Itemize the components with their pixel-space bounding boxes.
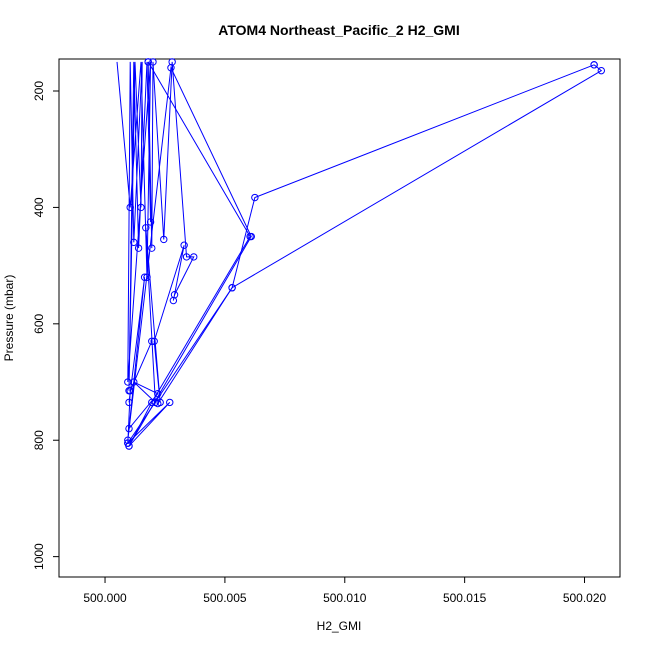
y-tick-label: 800 <box>32 430 46 450</box>
x-tick-label: 500.005 <box>203 591 247 605</box>
data-point <box>228 284 236 292</box>
x-tick-label: 500.015 <box>443 591 487 605</box>
data-point <box>597 66 605 75</box>
x-tick-label: 500.010 <box>323 591 367 605</box>
series-line <box>116 61 152 391</box>
y-tick-label: 200 <box>32 81 46 101</box>
data-point <box>251 193 259 202</box>
data-point <box>154 399 162 408</box>
y-axis: 200 400 600 800 1000 <box>32 81 59 570</box>
data-point <box>144 58 152 66</box>
x-axis: 500.000 500.005 500.010 500.015 500.020 <box>83 577 607 605</box>
data-point <box>160 235 168 244</box>
series-line <box>127 64 595 447</box>
series-line <box>127 61 252 447</box>
y-tick-label: 400 <box>32 197 46 217</box>
data-point <box>247 232 255 241</box>
y-axis-label: Pressure (mbar) <box>2 275 16 362</box>
data-point <box>190 253 198 261</box>
data-point <box>167 64 175 72</box>
x-tick-label: 500.000 <box>83 591 127 605</box>
data-point <box>142 224 150 232</box>
data-point <box>140 273 149 281</box>
series-line <box>128 61 195 431</box>
data-point <box>148 244 156 252</box>
series-5 <box>154 61 605 408</box>
data-point <box>150 337 158 345</box>
plot-frame <box>58 58 621 578</box>
data-point <box>166 398 174 407</box>
data-point <box>149 58 157 66</box>
data-point <box>126 387 134 395</box>
data-point <box>182 253 191 261</box>
data-point <box>180 241 188 249</box>
y-tick-label: 600 <box>32 313 46 333</box>
data-point <box>146 218 155 226</box>
y-tick-label: 1000 <box>32 543 46 570</box>
series-4 <box>124 61 598 450</box>
data-point <box>148 337 156 345</box>
series-1 <box>116 61 155 395</box>
data-point <box>126 203 134 212</box>
data-point <box>130 238 138 247</box>
series-layer <box>116 58 605 450</box>
x-tick-label: 500.020 <box>563 591 607 605</box>
data-point <box>125 442 133 450</box>
data-point <box>134 244 143 252</box>
data-point <box>590 61 598 69</box>
series-line <box>157 64 603 404</box>
x-axis-label: H2_GMI <box>317 619 362 633</box>
data-point <box>169 296 178 305</box>
chart-title: ATOM4 Northeast_Pacific_2 H2_GMI <box>218 22 459 38</box>
data-point <box>137 203 145 212</box>
